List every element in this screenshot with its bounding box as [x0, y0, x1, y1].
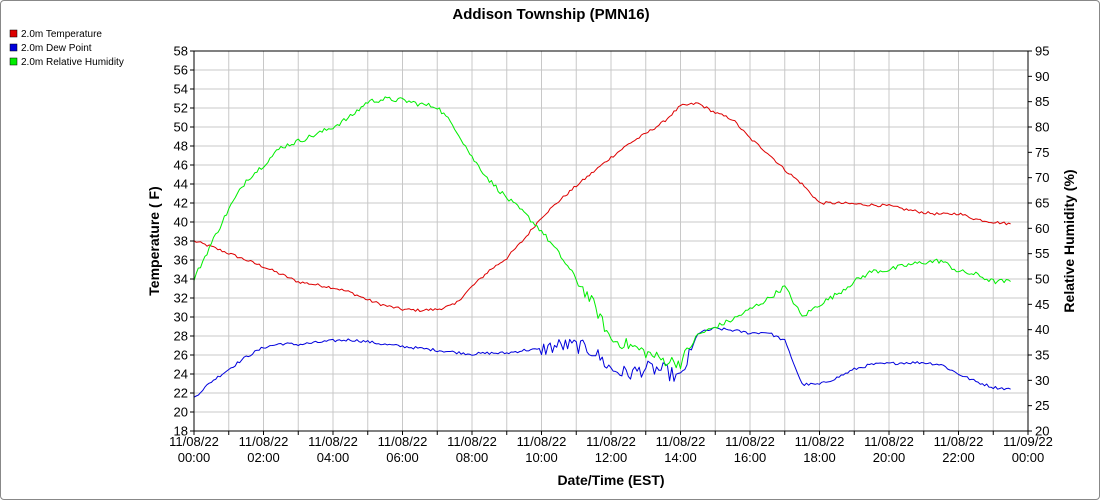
x-tick-label-time: 14:00 [664, 450, 697, 465]
left-axis-label: Temperature ( F) [146, 186, 162, 295]
x-tick-label-time: 20:00 [873, 450, 906, 465]
right-tick-label: 60 [1035, 221, 1049, 236]
left-tick-label: 52 [174, 101, 188, 116]
left-axis-ticks: 18 20 22 24 26 28 30 32 34 36 38 40 42 44 46 48 50 52 54 56… [174, 44, 194, 439]
left-tick-label: 18 [174, 424, 188, 439]
legend-swatch-dew-point [9, 43, 18, 52]
right-tick-label: 50 [1035, 272, 1049, 287]
x-tick-label-date: 11/08/22 [795, 434, 845, 449]
left-tick-label: 30 [174, 310, 188, 325]
left-tick-label: 20 [174, 405, 188, 420]
left-tick-label: 24 [174, 367, 188, 382]
x-tick-label-date: 11/08/22 [447, 434, 497, 449]
left-tick-label: 28 [174, 329, 188, 344]
left-tick-label: 38 [174, 234, 188, 249]
x-tick-label-date: 11/09/22 [1003, 434, 1053, 449]
x-tick-label-time: 16:00 [734, 450, 767, 465]
x-tick-label-date: 11/08/22 [169, 434, 219, 449]
x-tick-label-time: 12:00 [595, 450, 628, 465]
left-tick-label: 34 [174, 272, 188, 287]
right-tick-label: 75 [1035, 145, 1049, 160]
left-tick-label: 26 [174, 348, 188, 363]
grid [193, 50, 1029, 432]
right-tick-label: 35 [1035, 348, 1049, 363]
left-tick-label: 54 [174, 82, 188, 97]
x-tick-label-time: 02:00 [247, 450, 280, 465]
x-tick-label-time: 22:00 [942, 450, 975, 465]
legend-swatch-relative-humidity [9, 57, 18, 66]
left-tick-label: 40 [174, 215, 188, 230]
right-tick-label: 80 [1035, 120, 1049, 135]
left-tick-label: 48 [174, 139, 188, 154]
x-tick-label-time: 00:00 [178, 450, 211, 465]
right-tick-label: 45 [1035, 297, 1049, 312]
legend-label-dew-point: 2.0m Dew Point [21, 43, 92, 54]
right-tick-label: 90 [1035, 69, 1049, 84]
right-tick-label: 55 [1035, 246, 1049, 261]
x-tick-label-date: 11/08/22 [656, 434, 706, 449]
left-tick-label: 58 [174, 44, 188, 59]
x-axis-label: Date/Time (EST) [557, 472, 664, 488]
series-line-temperature [193, 102, 1011, 312]
left-tick-label: 22 [174, 386, 188, 401]
legend-label-temperature: 2.0m Temperature [21, 29, 102, 40]
x-axis-ticks: 11/08/2200:0011/08/2202:0011/08/2204:001… [169, 431, 1053, 465]
right-tick-label: 85 [1035, 94, 1049, 109]
x-tick-label-time: 18:00 [803, 450, 836, 465]
x-tick-label-date: 11/08/22 [725, 434, 775, 449]
x-tick-label-date: 11/08/22 [934, 434, 984, 449]
x-tick-label-time: 06:00 [386, 450, 419, 465]
right-axis-ticks: 20 25 30 35 40 45 50 55 60 65 70 75 80 85 90 95 [1028, 44, 1049, 439]
left-tick-label: 32 [174, 291, 188, 306]
legend-swatch-temperature [9, 29, 18, 38]
left-tick-label: 36 [174, 253, 188, 268]
left-tick-label: 42 [174, 196, 188, 211]
right-tick-label: 70 [1035, 170, 1049, 185]
x-tick-label-date: 11/08/22 [239, 434, 289, 449]
legend-label-relative-humidity: 2.0m Relative Humidity [21, 57, 124, 68]
left-tick-label: 44 [174, 177, 188, 192]
right-axis-label: Relative Humidity (%) [1061, 169, 1077, 312]
left-tick-label: 56 [174, 63, 188, 78]
series-line-relative-humidity [193, 96, 1011, 370]
right-tick-label: 25 [1035, 398, 1049, 413]
x-tick-label-time: 00:00 [1012, 450, 1045, 465]
x-tick-label-date: 11/08/22 [308, 434, 358, 449]
right-tick-label: 65 [1035, 196, 1049, 211]
right-tick-label: 40 [1035, 322, 1049, 337]
x-tick-label-time: 08:00 [456, 450, 489, 465]
left-tick-label: 50 [174, 120, 188, 135]
right-tick-label: 20 [1035, 424, 1049, 439]
left-tick-label: 46 [174, 158, 188, 173]
right-tick-label: 95 [1035, 44, 1049, 59]
series-group [193, 96, 1011, 398]
chart-title: Addison Township (PMN16) [452, 6, 649, 23]
legend: 2.0m Temperature 2.0m Dew Point 2.0m Rel… [9, 29, 124, 68]
x-tick-label-date: 11/08/22 [378, 434, 428, 449]
x-tick-label-time: 04:00 [317, 450, 350, 465]
x-tick-label-date: 11/08/22 [586, 434, 636, 449]
x-tick-label-date: 11/08/22 [517, 434, 567, 449]
x-tick-label-time: 10:00 [525, 450, 558, 465]
x-tick-label-date: 11/08/22 [864, 434, 914, 449]
right-tick-label: 30 [1035, 373, 1049, 388]
series-line-dew-point [193, 326, 1011, 398]
